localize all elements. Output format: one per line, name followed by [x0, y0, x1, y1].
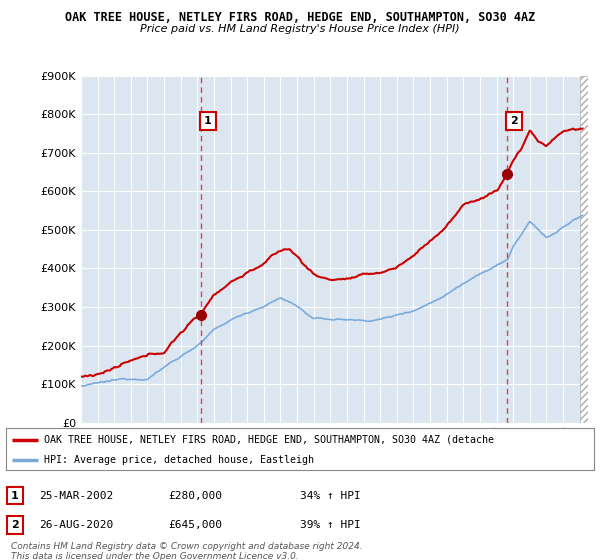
Text: OAK TREE HOUSE, NETLEY FIRS ROAD, HEDGE END, SOUTHAMPTON, SO30 4AZ: OAK TREE HOUSE, NETLEY FIRS ROAD, HEDGE …	[65, 11, 535, 24]
Text: 39% ↑ HPI: 39% ↑ HPI	[300, 520, 361, 530]
Text: This data is licensed under the Open Government Licence v3.0.: This data is licensed under the Open Gov…	[11, 552, 299, 560]
Text: 1: 1	[11, 491, 19, 501]
Text: OAK TREE HOUSE, NETLEY FIRS ROAD, HEDGE END, SOUTHAMPTON, SO30 4AZ (detache: OAK TREE HOUSE, NETLEY FIRS ROAD, HEDGE …	[44, 435, 494, 445]
Bar	[580, 76, 588, 423]
Text: 26-AUG-2020: 26-AUG-2020	[39, 520, 113, 530]
Text: Price paid vs. HM Land Registry's House Price Index (HPI): Price paid vs. HM Land Registry's House …	[140, 24, 460, 34]
Text: 34% ↑ HPI: 34% ↑ HPI	[300, 491, 361, 501]
Text: Contains HM Land Registry data © Crown copyright and database right 2024.: Contains HM Land Registry data © Crown c…	[11, 542, 362, 551]
Text: 2: 2	[11, 520, 19, 530]
Text: 25-MAR-2002: 25-MAR-2002	[39, 491, 113, 501]
Text: £645,000: £645,000	[168, 520, 222, 530]
Text: 1: 1	[204, 116, 212, 126]
Text: HPI: Average price, detached house, Eastleigh: HPI: Average price, detached house, East…	[44, 455, 314, 465]
Text: 2: 2	[510, 116, 518, 126]
Text: £280,000: £280,000	[168, 491, 222, 501]
